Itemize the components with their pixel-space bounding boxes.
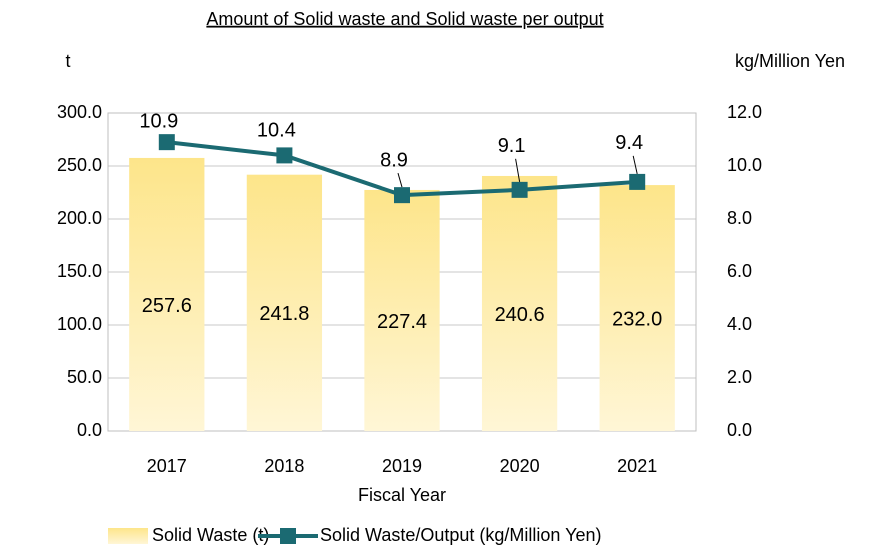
data-label: 232.0 xyxy=(612,308,662,330)
y-tick-label: 200.0 xyxy=(57,208,102,228)
line-marker xyxy=(629,173,646,190)
y2-tick-label: 2.0 xyxy=(727,367,752,387)
bar xyxy=(129,157,205,431)
y-axis-title: t xyxy=(65,51,70,71)
chart-title: Amount of Solid waste and Solid waste pe… xyxy=(206,9,603,29)
data-label: 10.4 xyxy=(257,120,296,142)
data-label: 8.9 xyxy=(380,149,408,171)
line-marker xyxy=(511,181,528,198)
y-tick-label: 300.0 xyxy=(57,102,102,122)
x-tick-label: 2020 xyxy=(500,456,540,476)
y-tick-label: 50.0 xyxy=(67,367,102,387)
x-tick-label: 2017 xyxy=(147,456,187,476)
line-marker xyxy=(158,134,175,151)
legend-swatch xyxy=(108,528,148,544)
legend-label: Solid Waste (t) xyxy=(152,525,269,545)
data-label: 9.1 xyxy=(498,135,526,157)
line-marker xyxy=(276,147,293,164)
bar xyxy=(364,189,440,431)
leader-line xyxy=(632,155,638,175)
data-label: 240.6 xyxy=(495,304,545,326)
y2-tick-label: 12.0 xyxy=(727,102,762,122)
leader-line xyxy=(515,158,521,182)
bar xyxy=(599,185,675,431)
y-tick-label: 100.0 xyxy=(57,314,102,334)
leader-line xyxy=(397,173,403,188)
bar xyxy=(246,174,323,431)
data-label: 9.4 xyxy=(615,132,643,154)
data-label: 10.9 xyxy=(139,110,178,132)
y2-tick-label: 4.0 xyxy=(727,314,752,334)
data-label: 227.4 xyxy=(377,311,427,333)
line-marker xyxy=(394,187,410,204)
y2-tick-label: 8.0 xyxy=(727,208,752,228)
y-tick-label: 250.0 xyxy=(57,155,102,175)
data-label: 257.6 xyxy=(142,295,192,317)
y2-tick-label: 0.0 xyxy=(727,420,752,440)
y2-tick-label: 10.0 xyxy=(727,155,762,175)
y2-tick-label: 6.0 xyxy=(727,261,752,281)
legend-swatch xyxy=(280,528,296,544)
x-tick-label: 2018 xyxy=(264,456,304,476)
legend-label: Solid Waste/Output (kg/Million Yen) xyxy=(320,525,601,545)
y2-axis-title: kg/Million Yen xyxy=(735,51,845,71)
bar xyxy=(481,175,558,431)
x-tick-label: 2019 xyxy=(382,456,422,476)
y-tick-label: 150.0 xyxy=(57,261,102,281)
y-tick-label: 0.0 xyxy=(77,420,102,440)
x-tick-label: 2021 xyxy=(617,456,657,476)
x-axis-title: Fiscal Year xyxy=(358,485,446,505)
data-label: 241.8 xyxy=(259,303,309,325)
